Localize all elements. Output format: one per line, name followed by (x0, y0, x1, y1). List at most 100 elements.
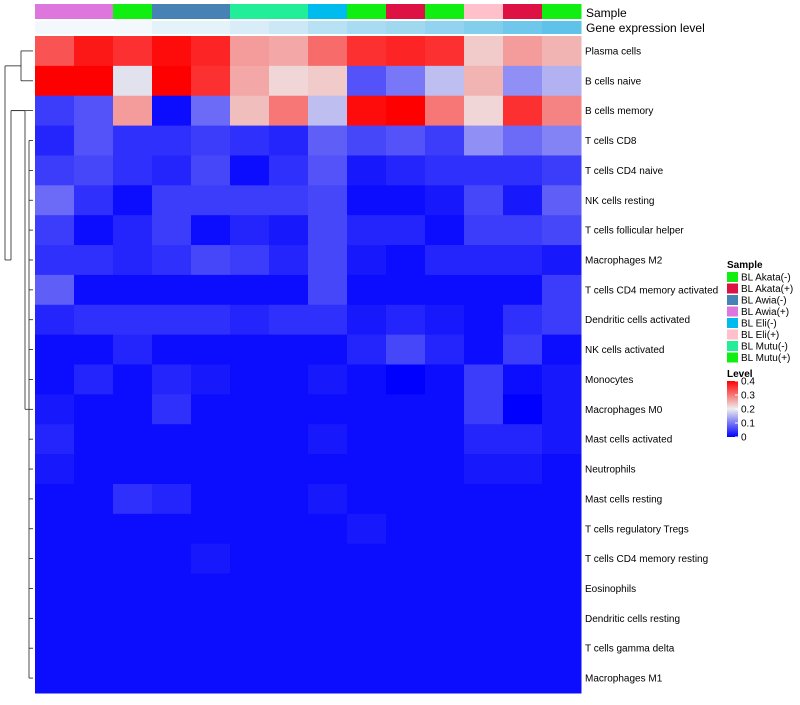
heatmap-cell (35, 304, 75, 336)
heatmap-cell (464, 65, 504, 97)
heatmap-cell (191, 573, 231, 604)
heatmap-cell (230, 364, 270, 395)
heatmap-cell (386, 245, 426, 276)
heatmap-cell (269, 274, 309, 306)
heatmap-cell (386, 155, 426, 186)
heatmap-cell (152, 454, 192, 485)
heatmap-cell (386, 364, 426, 395)
heatmap-cell (386, 483, 426, 515)
expression-annotation-cell (308, 21, 348, 34)
heatmap-cell (269, 573, 309, 604)
heatmap-cell (503, 663, 543, 694)
heatmap-cell (542, 304, 582, 336)
heatmap-cell (464, 36, 504, 67)
heatmap-cell (230, 513, 270, 545)
heatmap-cell (503, 483, 543, 515)
row-label: T cells gamma delta (585, 644, 675, 655)
heatmap-cell (35, 125, 75, 156)
heatmap-cell (425, 155, 465, 186)
heatmap-cell (152, 603, 192, 634)
heatmap-cell (464, 274, 504, 306)
heatmap-cell (35, 513, 75, 545)
sample-legend-swatch (727, 352, 738, 363)
heatmap-cell (230, 424, 270, 455)
expression-annotation-cell (503, 21, 543, 34)
heatmap-cell (113, 603, 153, 634)
heatmap-cell (230, 155, 270, 186)
heatmap-cell (347, 633, 387, 664)
heatmap-cell (152, 125, 192, 156)
heatmap-cell (269, 513, 309, 545)
heatmap-cell (347, 663, 387, 694)
heatmap-cell (113, 245, 153, 276)
heatmap-cell (74, 125, 114, 156)
heatmap-cell (113, 36, 153, 67)
heatmap-cell (425, 573, 465, 604)
heatmap-cell (308, 394, 348, 425)
heatmap-cell (425, 125, 465, 156)
heatmap-cell (74, 603, 114, 634)
sample-legend-swatch (727, 318, 738, 328)
heatmap-cell (347, 125, 387, 156)
sample-annotation-cell (230, 4, 270, 19)
heatmap-cell (542, 215, 582, 246)
row-label: Monocytes (585, 375, 633, 386)
heatmap-cell (113, 274, 153, 306)
sample-legend-swatch (727, 272, 738, 282)
heatmap-cell (74, 573, 114, 604)
heatmap-cell (191, 36, 231, 67)
heatmap-cell (113, 155, 153, 186)
heatmap-cell (503, 513, 543, 545)
heatmap-cell (113, 65, 153, 97)
heatmap-cell (74, 513, 114, 545)
heatmap-cell (35, 424, 75, 455)
heatmap-cell (74, 185, 114, 216)
heatmap-cell (503, 364, 543, 395)
heatmap-cell (113, 95, 153, 127)
sample-legend-label: BL Awia(+) (741, 307, 789, 318)
heatmap-cell (542, 155, 582, 186)
heatmap-cell (386, 274, 426, 306)
heatmap-cell (113, 364, 153, 395)
heatmap-cell (503, 633, 543, 664)
heatmap-cell (308, 513, 348, 545)
row-label: NK cells activated (585, 345, 664, 356)
heatmap-cell (347, 573, 387, 604)
row-label: Dendritic cells resting (585, 614, 680, 625)
heatmap-cell (503, 573, 543, 604)
heatmap-cell (386, 454, 426, 485)
heatmap-cell (503, 245, 543, 276)
heatmap-cell (230, 215, 270, 246)
level-colorbar (727, 381, 738, 437)
sample-legend-label: BL Mutu(-) (741, 342, 788, 353)
heatmap-cell (425, 334, 465, 365)
heatmap-cell (35, 454, 75, 485)
heatmap-cell (464, 215, 504, 246)
heatmap-cell (347, 424, 387, 455)
heatmap-cell (308, 483, 348, 515)
heatmap-cell (230, 483, 270, 515)
heatmap-cell (113, 215, 153, 246)
sample-annotation-cell (191, 4, 231, 19)
heatmap-cell (542, 274, 582, 306)
expression-annotation-cell (191, 21, 231, 34)
heatmap-cell (152, 394, 192, 425)
row-label: Neutrophils (585, 465, 636, 476)
heatmap-cell (191, 125, 231, 156)
heatmap-cell (542, 36, 582, 67)
heatmap-cell (152, 65, 192, 97)
heatmap-cell (464, 483, 504, 515)
heatmap-cell (308, 304, 348, 336)
heatmap-cell (542, 424, 582, 455)
heatmap-cell (35, 394, 75, 425)
heatmap-cell (308, 663, 348, 694)
heatmap-cell (425, 454, 465, 485)
heatmap-cell (152, 245, 192, 276)
heatmap-cell (269, 245, 309, 276)
heatmap-cell (464, 633, 504, 664)
heatmap-cell (464, 245, 504, 276)
heatmap-cell (308, 424, 348, 455)
heatmap-cell (542, 454, 582, 485)
heatmap-cell (425, 36, 465, 67)
